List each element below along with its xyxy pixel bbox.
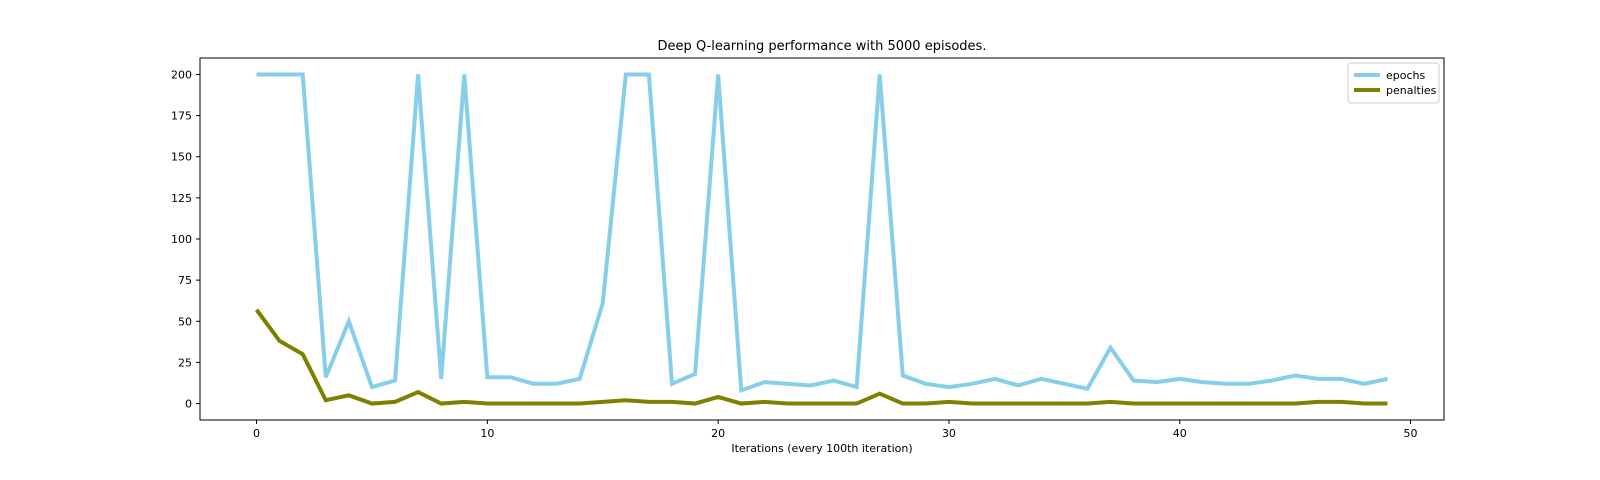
- x-tick-label: 20: [711, 427, 725, 440]
- axes: 0 10 20 30 40 50 0 25 50 75 100 125 150 175 200: [171, 57, 1445, 440]
- y-tick-label: 0: [185, 398, 192, 411]
- y-tick-label: 125: [171, 192, 192, 205]
- chart-title: Deep Q-learning performance with 5000 ep…: [658, 39, 987, 54]
- y-tick-label: 200: [171, 68, 192, 81]
- legend-label-penalties: penalties: [1386, 84, 1437, 97]
- plot-area: [254, 72, 1388, 406]
- y-tick-label: 75: [178, 274, 192, 287]
- legend-label-epochs: epochs: [1386, 69, 1425, 82]
- legend: epochs penalties: [1347, 62, 1440, 104]
- x-axis-label: Iterations (every 100th iteration): [731, 442, 912, 455]
- x-tick-label: 50: [1404, 427, 1418, 440]
- series-line-epochs: [256, 72, 1388, 394]
- y-tick-label: 150: [171, 151, 192, 164]
- x-tick-label: 30: [942, 427, 956, 440]
- x-tick-label: 0: [253, 427, 260, 440]
- y-tick-label: 25: [178, 356, 192, 369]
- y-tick-label: 50: [178, 315, 192, 328]
- y-tick-label: 100: [171, 233, 192, 246]
- y-tick-label: 175: [171, 110, 192, 123]
- x-tick-label: 10: [480, 427, 494, 440]
- x-tick-label: 40: [1173, 427, 1187, 440]
- series-line-penalties: [254, 308, 1388, 406]
